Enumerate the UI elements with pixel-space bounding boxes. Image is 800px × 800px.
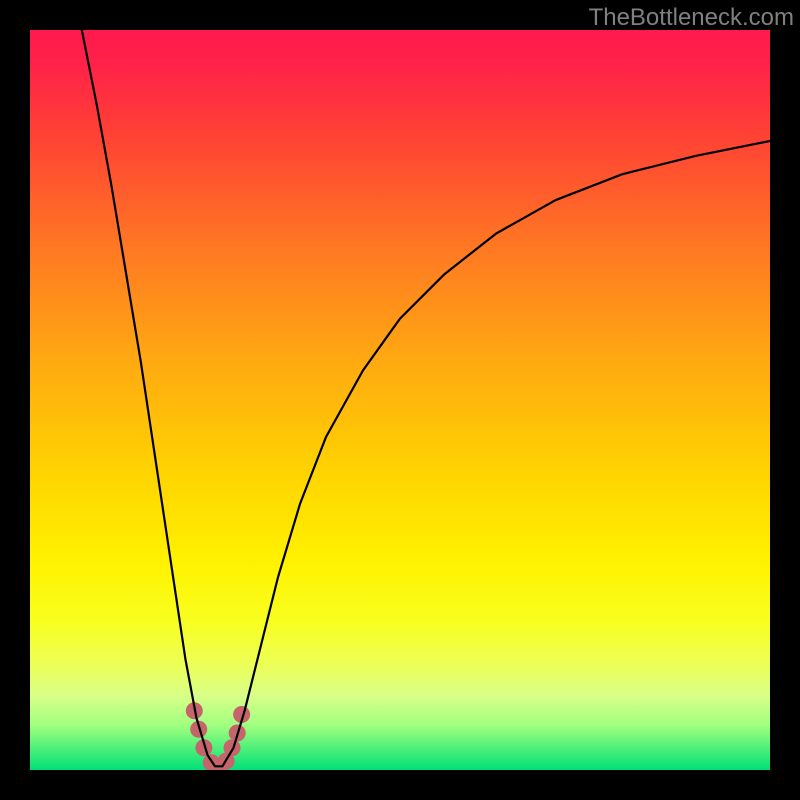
plot-area [30,30,770,770]
watermark-text: TheBottleneck.com [589,4,794,32]
bottleneck-chart [30,30,770,770]
chart-frame: TheBottleneck.com [0,0,800,800]
gradient-background [30,30,770,770]
marker-dot [224,740,240,756]
